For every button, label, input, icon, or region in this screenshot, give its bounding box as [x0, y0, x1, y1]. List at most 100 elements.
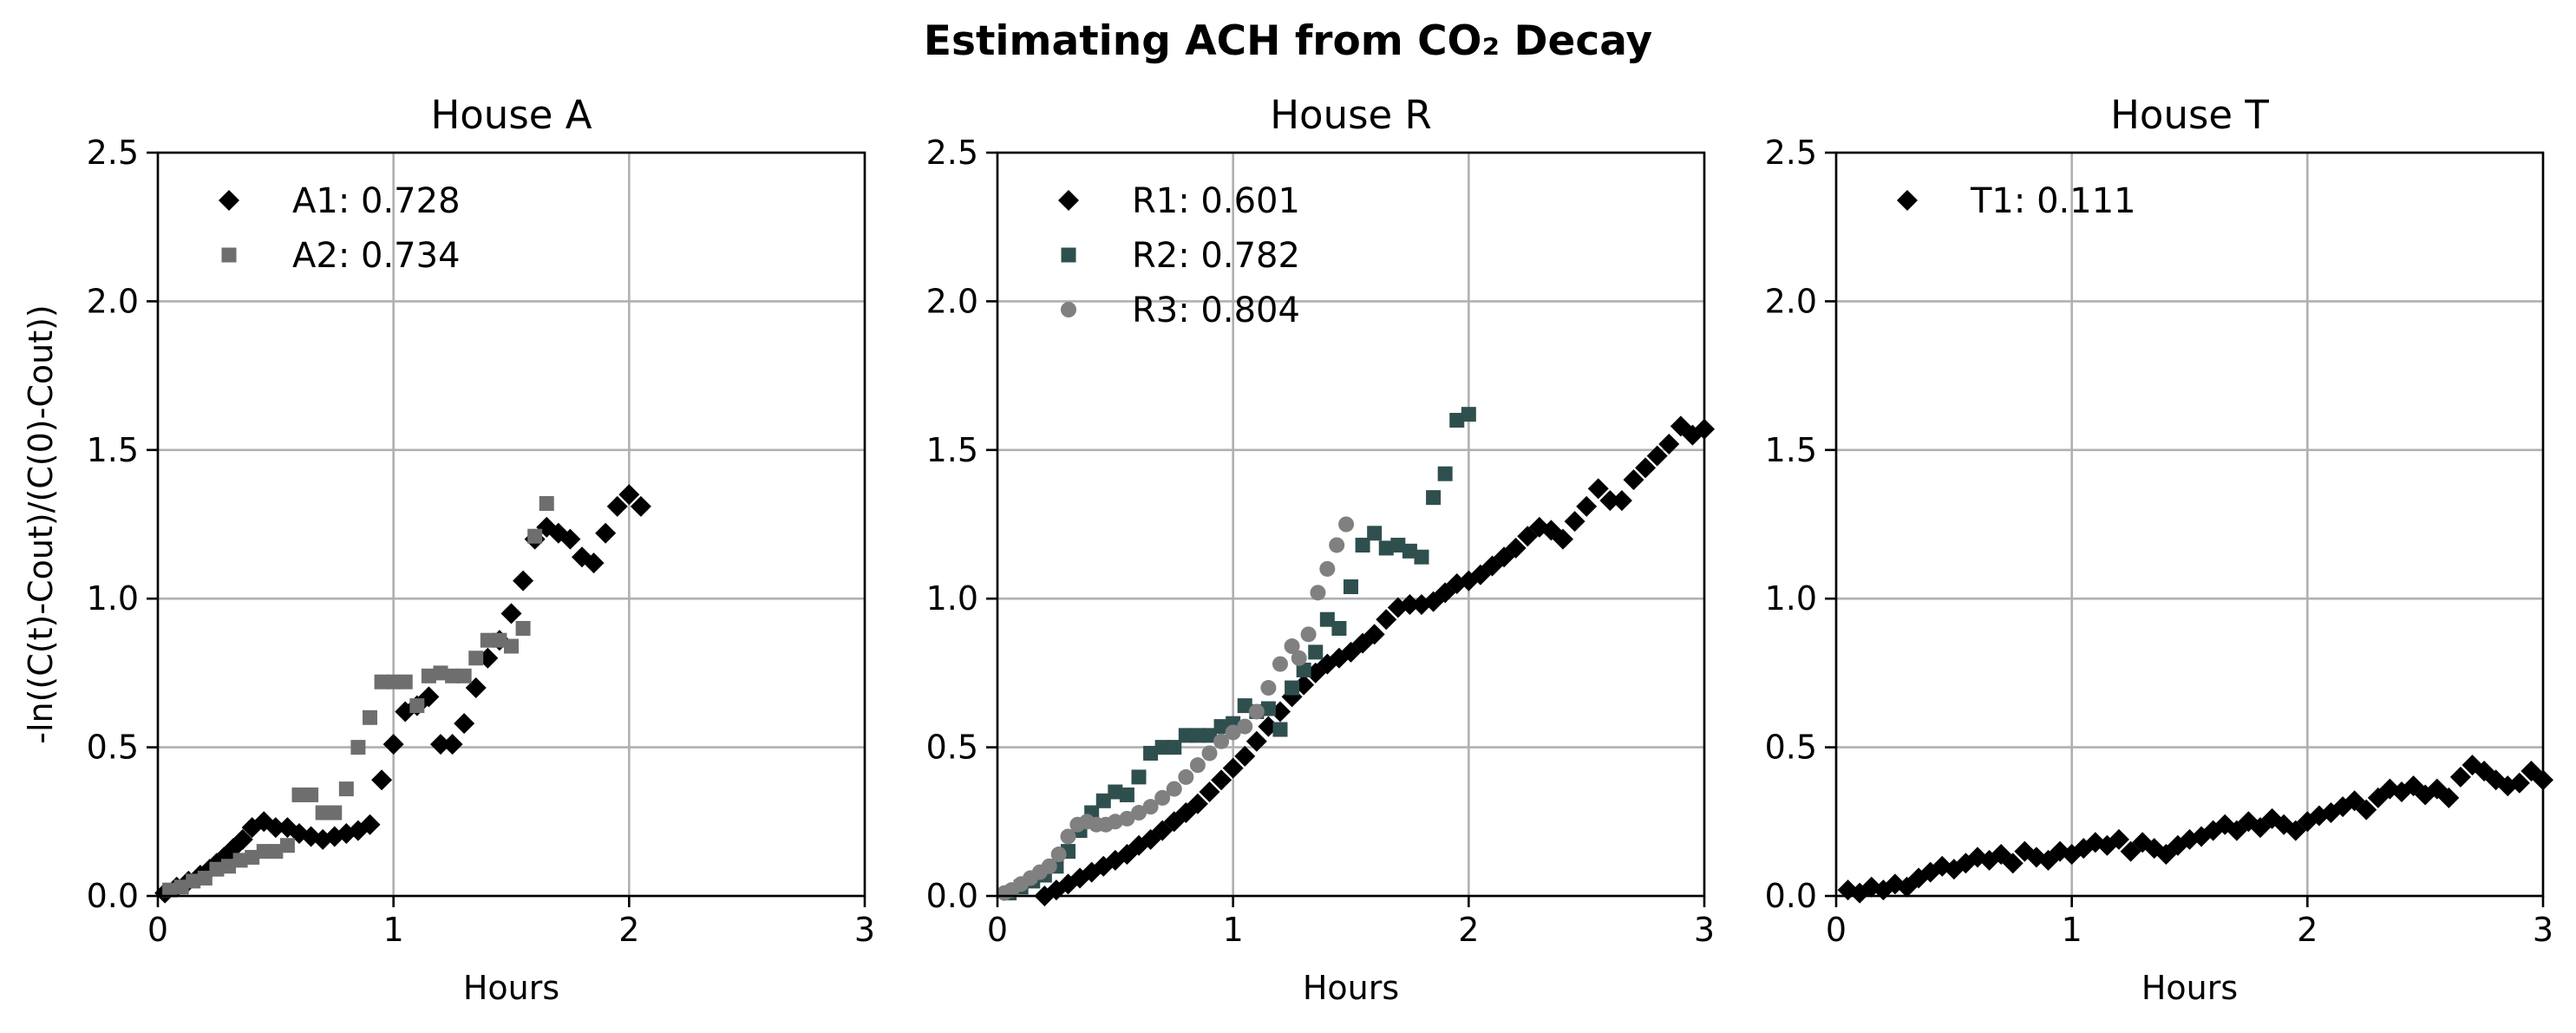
data-point [2002, 853, 2024, 874]
data-point [162, 882, 178, 898]
legend-marker [1897, 190, 1918, 211]
data-point [2356, 799, 2377, 821]
data-point [382, 734, 404, 755]
data-point [1285, 680, 1300, 696]
y-tick-label: 1.0 [1765, 579, 1817, 618]
data-point [232, 828, 253, 850]
legend: R1: 0.601 R2: 0.782 R3: 0.804 [1058, 181, 1300, 330]
data-point [1237, 698, 1252, 714]
data-point [1246, 730, 1267, 752]
data-point [1635, 457, 1657, 479]
data-point [2508, 772, 2530, 794]
data-point [315, 805, 330, 821]
y-tick-label: 2.5 [926, 134, 978, 172]
data-point [1202, 728, 1217, 743]
data-point [1222, 757, 1244, 779]
y-tick-label: 2.5 [87, 134, 139, 172]
data-point [359, 814, 381, 835]
data-point [1166, 781, 1182, 797]
data-point [1344, 579, 1358, 594]
data-point [445, 668, 461, 683]
data-point [1143, 745, 1159, 761]
data-point [559, 528, 581, 550]
axes-frame [996, 151, 1706, 898]
x-axis-label: Hours [2141, 969, 2238, 1007]
y-tick-label: 1.0 [87, 579, 139, 618]
data-point [1658, 433, 1680, 454]
axes-frame [156, 151, 866, 898]
y-tick-label: 0.0 [87, 877, 139, 915]
y-tick-label: 2.0 [1765, 282, 1817, 320]
x-tick-label: 1 [2062, 911, 2082, 949]
data-point [500, 603, 522, 624]
data-point [265, 817, 286, 839]
data-point [468, 651, 484, 666]
y-tick-label: 1.5 [926, 431, 978, 469]
data-point [1355, 537, 1370, 552]
data-point [1131, 805, 1147, 821]
data-point [232, 853, 248, 868]
data-point [595, 522, 617, 544]
legend-marker [1058, 190, 1079, 211]
data-point [1319, 611, 1335, 627]
data-point [1260, 701, 1276, 716]
data-point [2438, 787, 2460, 808]
data-point [363, 709, 377, 725]
y-tick-label: 0.5 [87, 729, 139, 767]
data-point [1095, 793, 1111, 808]
data-point [606, 495, 628, 517]
data-point [1623, 469, 1644, 491]
data-point [1553, 528, 1573, 550]
data-point [1060, 828, 1076, 845]
data-point [1199, 781, 1220, 803]
data-point [1187, 793, 1208, 814]
data-point [433, 665, 448, 681]
data-point [409, 698, 425, 714]
legend-label: T1: 0.111 [1970, 181, 2136, 221]
data-point [1225, 724, 1241, 741]
data-point [1041, 858, 1057, 874]
data-point [1599, 490, 1621, 512]
data-point [327, 805, 343, 821]
data-point [371, 769, 393, 791]
x-tick-label: 2 [2297, 911, 2318, 949]
data-point [268, 844, 284, 860]
legend: A1: 0.728 A2: 0.734 [219, 181, 461, 276]
legend-marker [1061, 302, 1076, 317]
subplot-title: House A [430, 92, 592, 138]
data-point [527, 528, 543, 544]
data-point [1505, 537, 1527, 559]
data-point [1426, 490, 1442, 506]
data-point [1576, 495, 1598, 517]
data-point [1587, 478, 1609, 500]
x-tick-label: 0 [147, 911, 168, 949]
legend: T1: 0.111 [1897, 181, 2136, 221]
data-point [630, 495, 651, 517]
subplot-2: 0 1 2 3 0.0 0.5 1.0 1.5 2.0 2.5 House R Hours R1: 0.… [926, 92, 1716, 1007]
data-point [1363, 624, 1385, 645]
legend-label: R1: 0.601 [1132, 181, 1300, 221]
subplot-title: House R [1270, 92, 1432, 138]
data-point [1564, 511, 1585, 533]
data-point [1402, 543, 1417, 559]
data-point [1237, 718, 1253, 735]
data-point [1154, 789, 1171, 806]
data-point [515, 620, 531, 636]
data-point [1646, 445, 1668, 467]
data-point [1284, 638, 1300, 655]
y-tick-label: 1.5 [1765, 431, 1817, 469]
x-tick-label: 2 [618, 911, 639, 949]
data-point [221, 859, 236, 874]
x-tick-label: 0 [987, 911, 1008, 949]
data-point [430, 734, 451, 755]
data-point [1338, 516, 1355, 533]
data-point [2109, 828, 2129, 850]
data-point [1319, 560, 1336, 577]
data-point [441, 734, 463, 755]
y-tick-label: 1.0 [926, 579, 978, 618]
data-point [1291, 650, 1307, 666]
data-point [1108, 784, 1123, 800]
x-tick-label: 3 [1694, 911, 1715, 949]
